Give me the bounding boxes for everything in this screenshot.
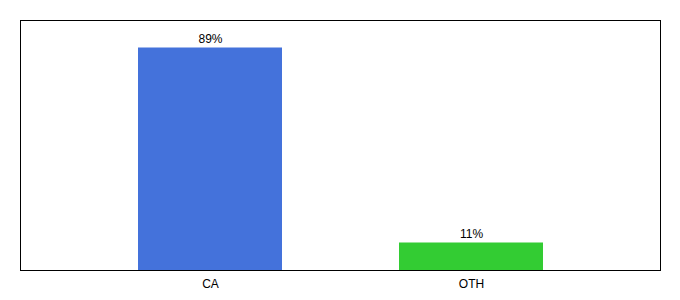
svg-text:89%: 89% bbox=[198, 32, 222, 46]
svg-text:11%: 11% bbox=[460, 227, 483, 241]
svg-text:OTH: OTH bbox=[459, 277, 484, 291]
svg-text:CA: CA bbox=[202, 277, 219, 291]
